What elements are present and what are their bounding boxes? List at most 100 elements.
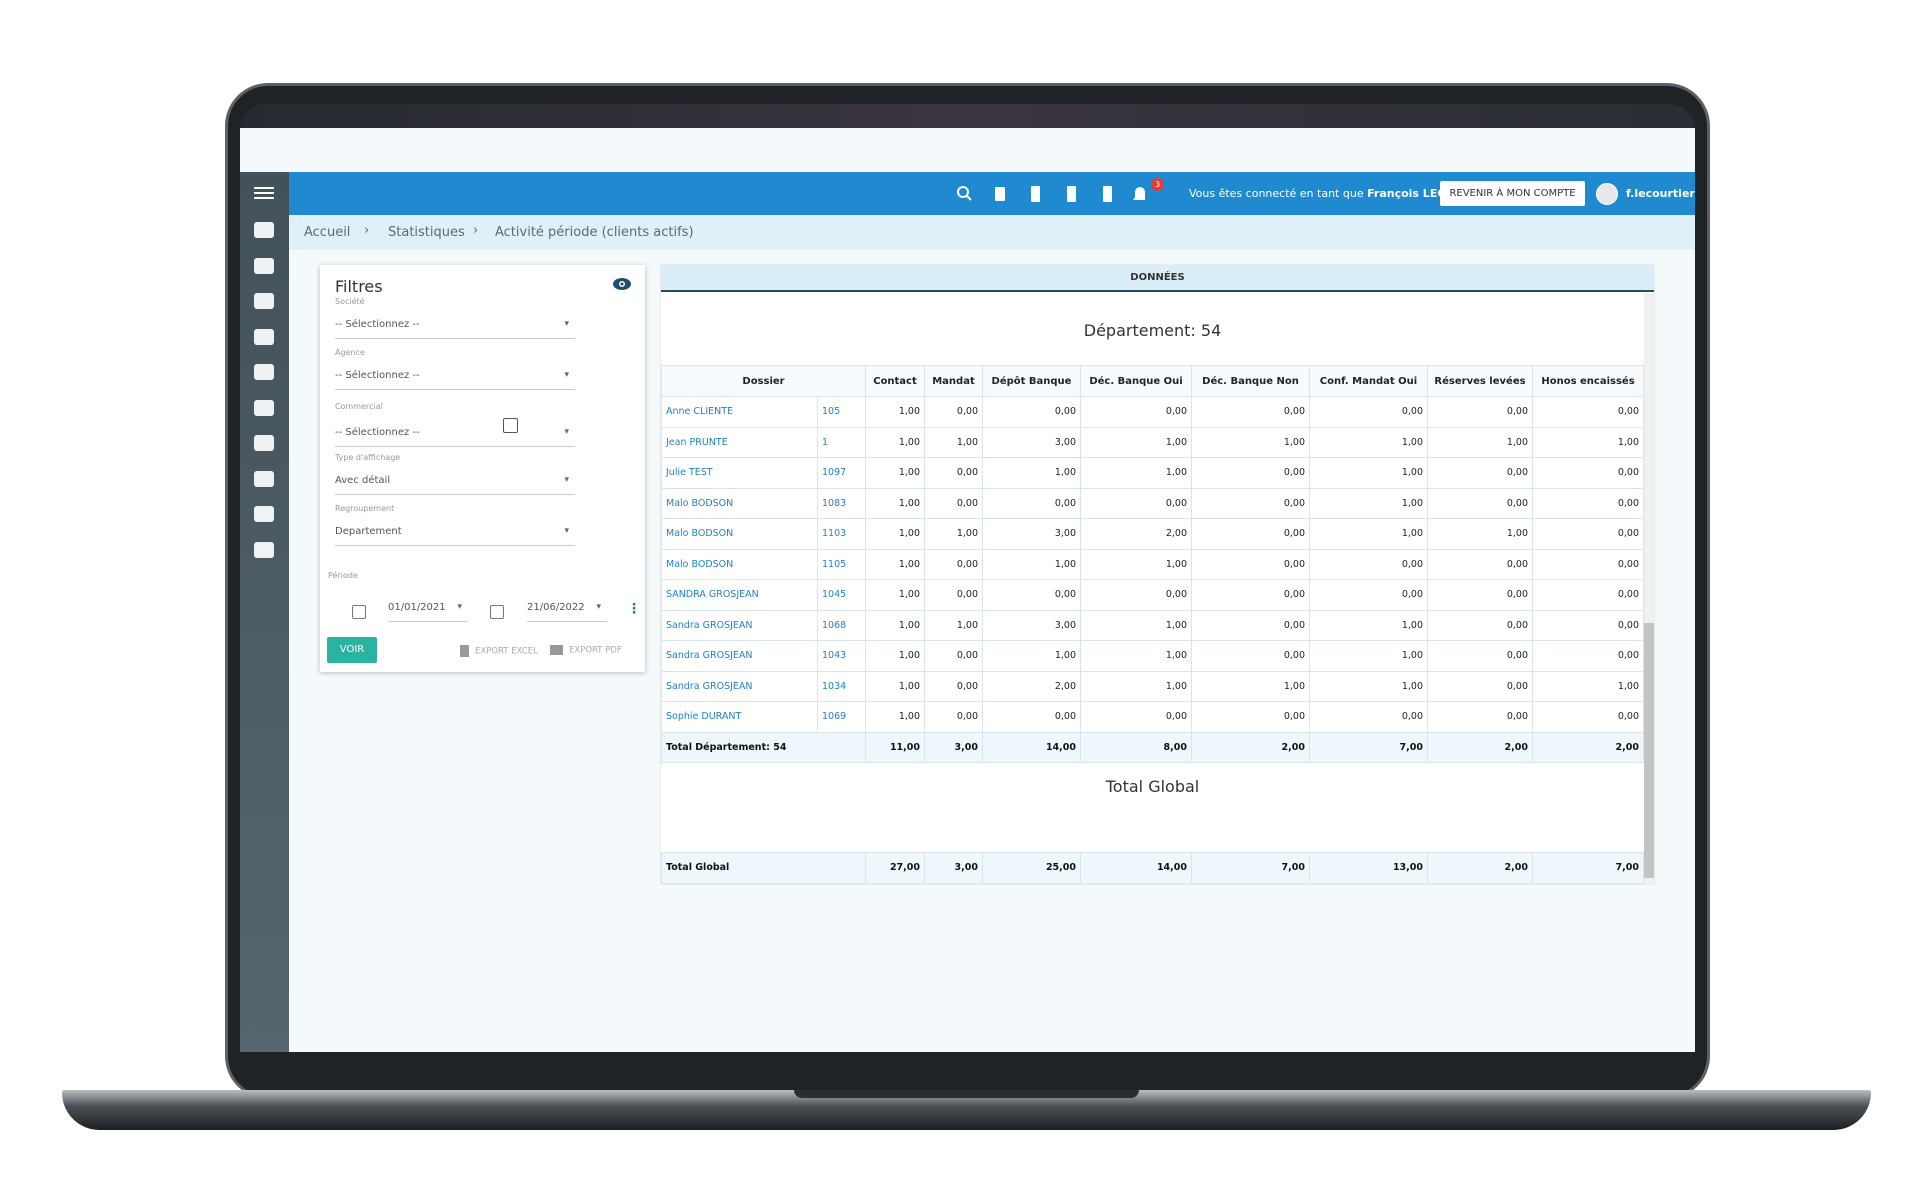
value-cell: 0,00: [1309, 396, 1428, 428]
dossier-cell[interactable]: Malo BODSON: [661, 548, 818, 580]
value-cell: 1,00: [1532, 670, 1644, 702]
dossier-cell[interactable]: 1068: [817, 609, 866, 641]
data-row: Julie TEST 1097 1,00 0,00 1,00 1,00 0,00 1,00 0,…: [661, 457, 1644, 489]
avatar[interactable]: [1596, 183, 1618, 205]
sidebar-icon[interactable]: [254, 364, 274, 380]
value-cell: 0,00: [1191, 457, 1310, 489]
dossier-cell[interactable]: Sandra GROSJEAN: [661, 609, 818, 641]
value-cell: 0,00: [924, 640, 983, 672]
date-to[interactable]: 21/06/2022: [527, 602, 607, 622]
dossier-cell[interactable]: 1043: [817, 640, 866, 672]
total-label: Total Département: 54: [661, 731, 866, 763]
select-field[interactable]: -- Sélectionnez --: [335, 319, 575, 339]
value-cell: 0,00: [1427, 548, 1533, 580]
username[interactable]: f.lecourtier: [1626, 187, 1695, 200]
dossier-cell[interactable]: 1105: [817, 548, 866, 580]
value-cell: 0,00: [924, 548, 983, 580]
sidebar-icon[interactable]: [254, 470, 274, 487]
value-cell: 0,00: [1427, 487, 1533, 519]
select-field[interactable]: Departement: [335, 526, 575, 546]
total-cell: 14,00: [982, 731, 1081, 763]
value-cell: 0,00: [1532, 609, 1644, 641]
dossier-cell[interactable]: Malo BODSON: [661, 518, 818, 550]
calendar-icon[interactable]: [352, 605, 366, 619]
select-field[interactable]: -- Sélectionnez --: [335, 370, 575, 390]
notification-badge: 3: [1151, 178, 1164, 191]
export-excel-label[interactable]: EXPORT EXCEL: [475, 646, 538, 657]
value-cell: 1,00: [1309, 457, 1428, 489]
switch-account-button[interactable]: REVENIR À MON COMPTE: [1440, 181, 1585, 206]
sidebar-icon[interactable]: [254, 328, 274, 345]
field-label: Commercial: [335, 402, 383, 411]
column-header: Honos encaissés: [1532, 365, 1644, 397]
submit-button[interactable]: VOIR: [327, 637, 377, 663]
dossier-cell[interactable]: 1103: [817, 518, 866, 550]
sidebar-icon[interactable]: [254, 222, 274, 238]
dossier-cell[interactable]: 1045: [817, 579, 866, 611]
value-cell: 1,00: [1191, 426, 1310, 458]
scrollbar[interactable]: [1644, 293, 1654, 884]
sidebar-icon[interactable]: [254, 541, 274, 558]
value-cell: 1,00: [1080, 548, 1192, 580]
dossier-cell[interactable]: 1034: [817, 670, 866, 702]
column-header: Conf. Mandat Oui: [1309, 365, 1428, 397]
sidebar-icon[interactable]: [254, 293, 274, 309]
calendar-icon[interactable]: [490, 605, 504, 619]
value-cell: 0,00: [1309, 548, 1428, 580]
sidebar-icon[interactable]: [254, 506, 274, 522]
select-field[interactable]: Avec détail: [335, 475, 575, 495]
value-cell: 1,00: [924, 609, 983, 641]
dossier-cell[interactable]: 1: [817, 426, 866, 458]
data-table: Dossier Contact Mandat Dépôt Banque Déc. Ban…: [661, 365, 1644, 763]
dossier-cell[interactable]: Anne CLIENTE: [661, 396, 818, 428]
value-cell: 1,00: [1309, 640, 1428, 672]
data-panel: DONNÉES Département: 54 Dossier Contact Ma…: [661, 265, 1654, 884]
dossier-cell[interactable]: Sandra GROSJEAN: [661, 670, 818, 702]
value-cell: 0,00: [982, 701, 1081, 733]
menu-button[interactable]: [254, 187, 274, 199]
dossier-cell[interactable]: Sandra GROSJEAN: [661, 640, 818, 672]
value-cell: 1,00: [1309, 518, 1428, 550]
dossier-cell[interactable]: Sophie DURANT: [661, 701, 818, 733]
dossier-cell[interactable]: Julie TEST: [661, 457, 818, 489]
export-pdf-label[interactable]: EXPORT PDF: [569, 645, 622, 656]
total-cell: 3,00: [924, 731, 983, 763]
laptop-base: [62, 1090, 1871, 1130]
export-excel[interactable]: EXPORT EXCEL: [460, 645, 538, 657]
sidebar-icon[interactable]: [254, 435, 274, 451]
dossier-cell[interactable]: 1083: [817, 487, 866, 519]
value-cell: 1,00: [1532, 426, 1644, 458]
dossier-cell[interactable]: SANDRA GROSJEAN: [661, 579, 818, 611]
export-pdf[interactable]: EXPORT PDF: [550, 645, 622, 656]
data-row: Sandra GROSJEAN 1068 1,00 1,00 3,00 1,00 0,00 1…: [661, 609, 1644, 641]
date-from[interactable]: 01/01/2021: [388, 602, 468, 622]
sidebar-icon[interactable]: [254, 257, 274, 274]
total-cell: 8,00: [1080, 731, 1192, 763]
dossier-cell[interactable]: 105: [817, 396, 866, 428]
value-cell: 3,00: [982, 609, 1081, 641]
dossier-cell[interactable]: Jean PRUNTE: [661, 426, 818, 458]
value-cell: 0,00: [924, 396, 983, 428]
breadcrumb-item[interactable]: Accueil: [304, 225, 351, 240]
value-cell: 1,00: [865, 426, 925, 458]
value-cell: 1,00: [924, 426, 983, 458]
checkbox[interactable]: [503, 418, 518, 433]
dossier-cell[interactable]: Malo BODSON: [661, 487, 818, 519]
breadcrumb-item[interactable]: Statistiques: [388, 225, 465, 240]
dossier-cell[interactable]: 1097: [817, 457, 866, 489]
data-row: Malo BODSON 1103 1,00 1,00 3,00 2,00 0,00 1,00 1…: [661, 518, 1644, 550]
column-header: Mandat: [924, 365, 983, 397]
value-cell: 1,00: [865, 579, 925, 611]
top-bar: 3 Vous êtes connecté en tant que Françoi…: [289, 172, 1695, 215]
more-menu[interactable]: ⋮: [627, 601, 641, 617]
dossier-cell[interactable]: 1069: [817, 701, 866, 733]
sidebar-icon[interactable]: [254, 399, 274, 416]
data-row: Malo BODSON 1083 1,00 0,00 0,00 0,00 0,00 1,00 0…: [661, 487, 1644, 519]
value-cell: 1,00: [1427, 518, 1533, 550]
select-field[interactable]: -- Sélectionnez --: [335, 427, 575, 447]
toggle-visibility[interactable]: [612, 277, 632, 291]
value-cell: 1,00: [1309, 670, 1428, 702]
column-header: Réserves levées: [1427, 365, 1533, 397]
total-cell: 2,00: [1427, 852, 1533, 884]
value-cell: 1,00: [982, 640, 1081, 672]
